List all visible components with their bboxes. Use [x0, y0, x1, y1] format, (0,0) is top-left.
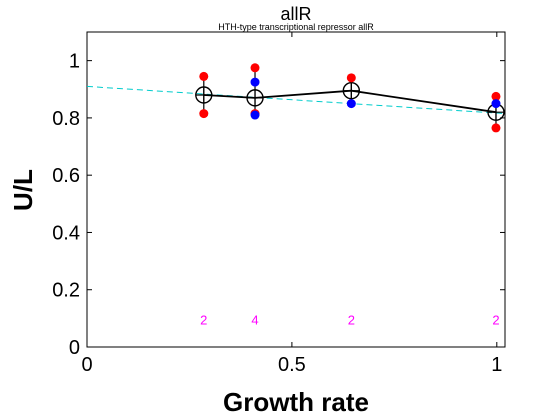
data-point [199, 109, 209, 119]
data-point [346, 99, 356, 109]
data-points [199, 63, 501, 133]
chart-subtitle: HTH-type transcriptional repressor allR [218, 22, 374, 32]
data-point [346, 73, 356, 83]
plot-area [86, 31, 506, 348]
y-tick-label: 0.4 [52, 222, 80, 244]
data-point [250, 77, 260, 87]
y-axis-label: U/L [8, 169, 38, 211]
mean-line [203, 89, 497, 114]
data-point [250, 110, 260, 120]
y-tick-label: 0 [69, 337, 80, 359]
mean-series [195, 67, 505, 128]
count-label: 2 [200, 312, 207, 327]
count-label: 4 [251, 312, 258, 327]
data-point [491, 91, 501, 101]
data-point [491, 99, 501, 109]
y-tick-label: 0.2 [52, 280, 80, 302]
y-tick-label: 1 [69, 51, 80, 73]
count-label: 2 [348, 312, 355, 327]
y-tick-label: 0.8 [52, 108, 80, 130]
y-tick-label: 0.6 [52, 165, 80, 187]
x-tick-label: 0.5 [278, 354, 306, 376]
data-point [199, 71, 209, 81]
axis-ticks: 0 0.5 1 0 0.2 0.4 0.6 0.8 1 [52, 32, 505, 376]
x-tick-label: 1 [491, 354, 502, 376]
data-point [491, 123, 501, 133]
data-point [250, 63, 260, 73]
x-axis-label: Growth rate [223, 387, 369, 417]
x-tick-label: 0 [81, 354, 92, 376]
count-label: 2 [492, 312, 499, 327]
chart-title: allR [280, 4, 311, 24]
count-annotations: 2 4 2 2 [200, 312, 499, 327]
